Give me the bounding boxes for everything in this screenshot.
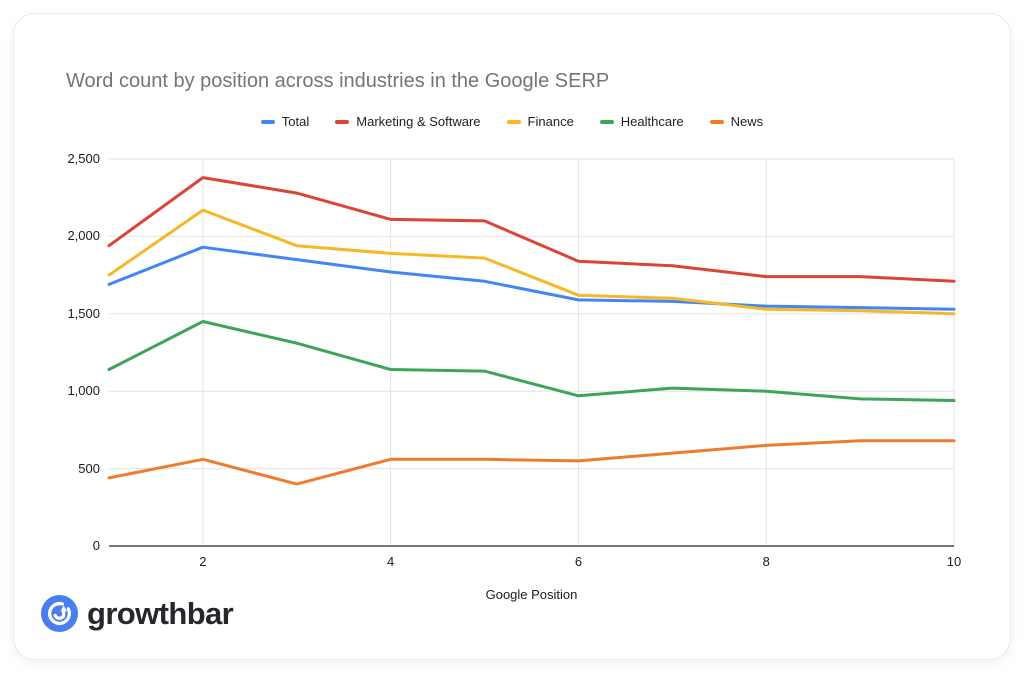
legend-label-news: News — [730, 114, 764, 129]
legend-label-total: Total — [281, 114, 310, 129]
legend-item-marketing-software: Marketing & Software — [335, 114, 481, 129]
legend-label-healthcare: Healthcare — [620, 114, 684, 129]
line-chart-plot — [107, 158, 956, 547]
series-line-total — [107, 245, 956, 311]
legend-item-finance: Finance — [506, 114, 574, 129]
legend-item-total: Total — [260, 114, 310, 129]
series-line-marketing-software — [107, 176, 956, 283]
legend-label-marketing-software: Marketing & Software — [356, 114, 481, 129]
chart-title: Word count by position across industries… — [66, 70, 610, 92]
legend-swatch-healthcare — [599, 119, 614, 124]
series-line-finance — [107, 208, 956, 316]
logo-inner-arrow-arc — [53, 608, 66, 620]
legend-item-news: News — [709, 114, 764, 129]
series-line-news — [107, 439, 956, 486]
chart-card: Word count by position across industries… — [13, 13, 1011, 660]
logo-arrowhead — [60, 605, 67, 612]
x-axis-title: Google Position — [485, 587, 578, 602]
legend-swatch-total — [260, 119, 275, 124]
chart-legend: Total Marketing & Software Finance Healthca… — [14, 114, 1010, 129]
logo-outer-arc — [48, 601, 72, 625]
logo-circle — [41, 595, 78, 632]
legend-swatch-finance — [506, 119, 521, 124]
legend-item-healthcare: Healthcare — [599, 114, 684, 129]
legend-label-finance: Finance — [527, 114, 574, 129]
legend-swatch-news — [709, 119, 724, 124]
growthbar-logo-icon — [41, 595, 78, 632]
growthbar-logo: growthbar — [41, 595, 234, 632]
legend-swatch-marketing-software — [335, 119, 350, 124]
series-line-healthcare — [107, 320, 956, 402]
growthbar-logo-text: growthbar — [87, 596, 234, 631]
